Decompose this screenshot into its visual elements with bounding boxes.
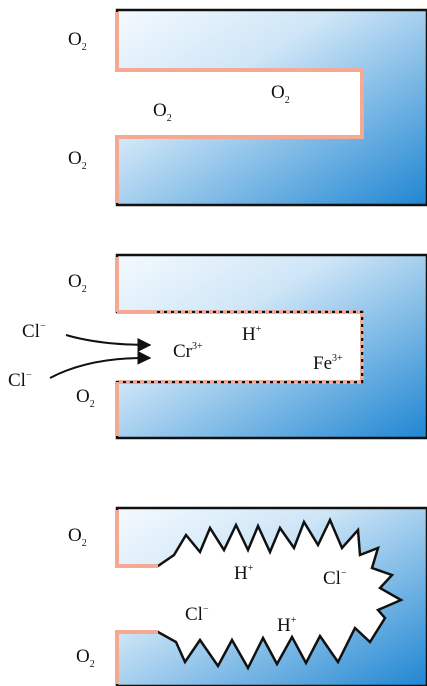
chloride-migration-arrow-lower xyxy=(49,350,152,379)
oxygen-label-top: O2 xyxy=(68,29,87,53)
passive-oxide-film-outer xyxy=(115,510,158,684)
oxygen-label-bottom: O2 xyxy=(68,148,87,172)
oxygen-label-crevice-right: O2 xyxy=(271,82,290,106)
chloride-ion-label-left: Cl− xyxy=(185,604,209,625)
chromium-ion-label: Cr3+ xyxy=(173,341,203,362)
passive-oxide-film xyxy=(115,12,364,203)
oxygen-label-bottom: O2 xyxy=(76,386,95,410)
panel-active-corrosion: O2 O2 H+ Cl− Cl− H+ xyxy=(68,506,427,686)
chloride-ion-label-right: Cl− xyxy=(323,568,347,589)
oxygen-label-top: O2 xyxy=(68,271,87,295)
chloride-ion-label-lower: Cl− xyxy=(8,370,32,391)
oxygen-label-top: O2 xyxy=(68,525,87,549)
hydrogen-ion-label: H+ xyxy=(242,324,262,345)
oxygen-label-crevice-left: O2 xyxy=(153,100,172,124)
hydrogen-ion-label-upper: H+ xyxy=(234,563,254,584)
hydrogen-ion-label-lower: H+ xyxy=(277,615,297,636)
metal-block-corroded xyxy=(115,506,427,686)
iron-ion-label: Fe3+ xyxy=(313,353,343,374)
chloride-migration-arrow-upper xyxy=(65,334,152,352)
panel-initial-crevice: O2 O2 O2 O2 xyxy=(68,8,427,207)
metal-block xyxy=(115,253,427,440)
oxygen-label-bottom: O2 xyxy=(76,646,95,670)
chloride-ion-label-upper: Cl− xyxy=(22,321,46,342)
panel-oxygen-depletion: O2 O2 Cl− Cl− Cr3+ H+ Fe3+ xyxy=(8,253,427,440)
passive-oxide-film-breakdown xyxy=(118,310,364,384)
